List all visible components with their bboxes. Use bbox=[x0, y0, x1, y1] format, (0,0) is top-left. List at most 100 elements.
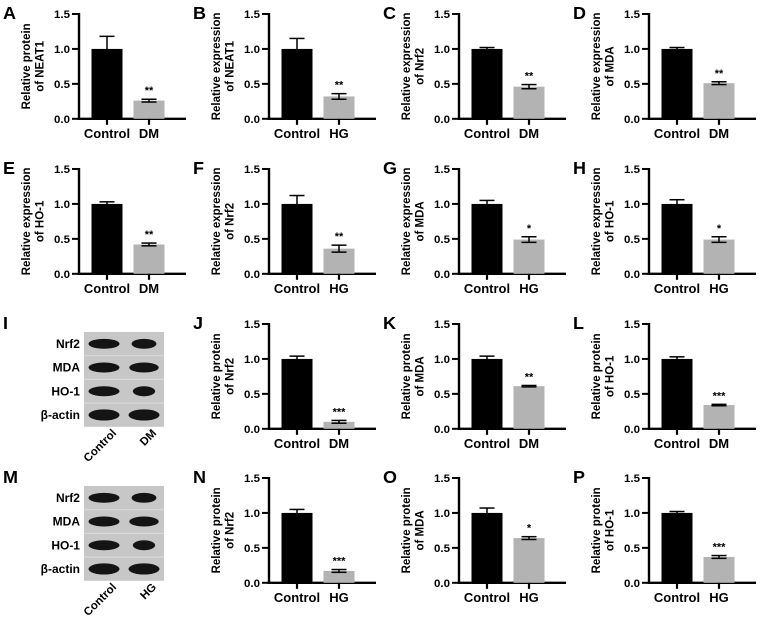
blot-band bbox=[88, 493, 120, 504]
x-tick-label: Control bbox=[274, 281, 320, 296]
panel-letter-h: H bbox=[573, 158, 586, 178]
bar-hg bbox=[703, 239, 735, 274]
y-tick-label: 1.5 bbox=[54, 164, 71, 176]
y-axis-title: Relative proteinof MDA bbox=[401, 488, 427, 574]
panel-k: K Relative proteinof MDA 0.0 0.5 1.0 1.5 Contr… bbox=[380, 310, 570, 465]
panel-o: O Relative proteinof MDA 0.0 0.5 1.0 1.5 Contr… bbox=[380, 464, 570, 619]
error-bar bbox=[289, 508, 305, 518]
significance-marker: ** bbox=[145, 85, 154, 97]
y-tick-label: 1.0 bbox=[624, 199, 640, 211]
error-bar bbox=[331, 419, 347, 424]
error-bar bbox=[331, 244, 347, 253]
error-bar bbox=[289, 37, 305, 61]
bar-control bbox=[91, 203, 123, 274]
bar-chart-d: D Relative expressionof MDA 0.0 0.5 1.0 1.5 Co… bbox=[573, 3, 756, 141]
bar-control bbox=[281, 513, 313, 584]
error-bar bbox=[289, 194, 305, 213]
blot-row-label: HO-1 bbox=[51, 539, 80, 553]
y-tick-label: 0.0 bbox=[434, 114, 450, 126]
y-tick-label: 1.0 bbox=[624, 353, 640, 365]
panel-e: E Relative expressionof HO-1 0.0 0.5 1.0 1.5 C… bbox=[0, 155, 190, 310]
x-tick-label: Control bbox=[654, 590, 700, 605]
x-tick-label: HG bbox=[519, 590, 538, 605]
blot-row-label: β-actin bbox=[41, 408, 80, 422]
panel-a: A Relative proteinof NEAT1 0.0 0.5 1.0 1.5 Con… bbox=[0, 0, 190, 155]
significance-marker: * bbox=[527, 223, 532, 235]
blot-lane-label: HG bbox=[138, 582, 159, 603]
y-tick-label: 1.5 bbox=[434, 164, 451, 176]
y-tick-label: 0.0 bbox=[624, 423, 640, 435]
y-tick-label: 1.5 bbox=[244, 164, 261, 176]
x-tick-label: Control bbox=[654, 435, 700, 450]
y-tick-label: 0.5 bbox=[244, 234, 261, 246]
panel-m: M Nrf2 MDA HO-1 β-actin Control HG bbox=[0, 464, 190, 619]
y-tick-label: 0.5 bbox=[244, 79, 261, 91]
panel-letter-e: E bbox=[3, 158, 15, 178]
bar-hg bbox=[703, 557, 735, 584]
bar-dm bbox=[513, 86, 545, 119]
bar-chart-c: C Relative expressionof Nrf2 0.0 0.5 1.0 1.5 C… bbox=[383, 3, 566, 141]
y-tick-label: 1.5 bbox=[54, 9, 71, 21]
y-tick-label: 1.0 bbox=[624, 508, 640, 520]
error-bar bbox=[289, 354, 305, 362]
significance-marker: *** bbox=[713, 542, 727, 554]
blot-band bbox=[129, 362, 159, 373]
y-tick-label: 0.5 bbox=[244, 388, 261, 400]
blot-band bbox=[132, 385, 156, 396]
error-bar bbox=[669, 511, 685, 516]
x-tick-label: Control bbox=[274, 126, 320, 141]
blot-band bbox=[128, 563, 160, 575]
y-tick-label: 1.5 bbox=[434, 318, 451, 330]
panel-letter-g: G bbox=[383, 158, 397, 178]
bar-dm bbox=[513, 385, 545, 429]
panel-j: J Relative proteinof Nrf2 0.0 0.5 1.0 1.5 Cont… bbox=[190, 310, 380, 465]
panel-l: L Relative proteinof HO-1 0.0 0.5 1.0 1.5 Cont… bbox=[570, 310, 760, 465]
bar-control bbox=[281, 203, 313, 274]
bar-control bbox=[661, 203, 693, 274]
y-tick-label: 0.0 bbox=[244, 578, 260, 590]
y-tick-label: 1.5 bbox=[624, 318, 641, 330]
x-tick-label: DM bbox=[519, 435, 539, 450]
bar-chart-e: E Relative expressionof HO-1 0.0 0.5 1.0 1.5 C… bbox=[3, 158, 186, 296]
panel-p: P Relative proteinof HO-1 0.0 0.5 1.0 1.5 Cont… bbox=[570, 464, 760, 619]
blot-band bbox=[88, 362, 120, 373]
y-tick-label: 0.0 bbox=[624, 269, 640, 281]
panel-letter-m: M bbox=[3, 467, 18, 487]
y-axis-title: Relative proteinof Nrf2 bbox=[211, 488, 237, 574]
y-tick-label: 0.0 bbox=[244, 114, 260, 126]
blot-row-label: MDA bbox=[53, 515, 81, 529]
blot-band bbox=[129, 516, 159, 527]
bar-dm bbox=[703, 404, 735, 429]
significance-marker: ** bbox=[715, 68, 724, 80]
bar-control bbox=[661, 513, 693, 584]
bar-dm bbox=[703, 83, 735, 119]
x-tick-label: Control bbox=[654, 126, 700, 141]
error-bar bbox=[331, 92, 347, 100]
blot-band bbox=[88, 540, 120, 551]
bar-hg bbox=[513, 538, 545, 584]
bar-hg bbox=[513, 239, 545, 274]
bar-control bbox=[471, 48, 503, 119]
blot-row-label: Nrf2 bbox=[56, 337, 80, 351]
x-tick-label: HG bbox=[329, 590, 348, 605]
blot-row-label: Nrf2 bbox=[56, 491, 80, 505]
y-tick-label: 0.5 bbox=[434, 543, 451, 555]
panel-letter-j: J bbox=[193, 312, 203, 332]
error-bar bbox=[521, 536, 537, 541]
bar-chart-p: P Relative proteinof HO-1 0.0 0.5 1.0 1.5 Cont… bbox=[573, 467, 756, 605]
error-bar bbox=[711, 555, 727, 560]
significance-marker: ** bbox=[145, 229, 154, 241]
blot-band bbox=[88, 516, 120, 527]
x-tick-label: HG bbox=[519, 281, 538, 296]
blot-lane-label: DM bbox=[138, 427, 159, 448]
y-axis-title: Relative proteinof Nrf2 bbox=[211, 333, 237, 419]
y-tick-label: 1.0 bbox=[434, 508, 450, 520]
error-bar bbox=[479, 199, 495, 208]
y-tick-label: 1.5 bbox=[624, 9, 641, 21]
x-tick-label: HG bbox=[709, 281, 728, 296]
